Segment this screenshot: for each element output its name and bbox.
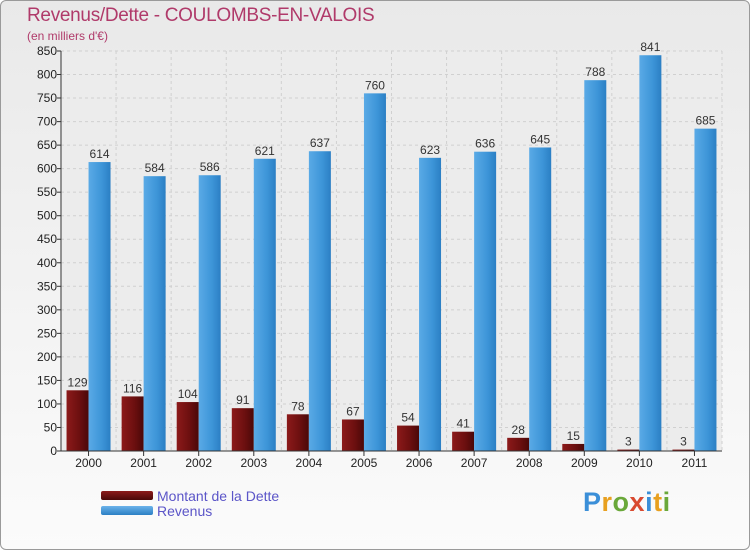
data-label-revenus-2008: 645 [530, 132, 550, 146]
data-label-revenus-2001: 584 [145, 161, 165, 175]
bar-revenus-2011 [694, 128, 717, 451]
y-tick-label: 300 [37, 303, 57, 317]
data-label-revenus-2002: 586 [200, 160, 220, 174]
x-tick-label: 2004 [296, 456, 323, 470]
y-tick-label: 600 [37, 162, 57, 176]
y-tick-label: 650 [37, 138, 57, 152]
logo-letter: r [601, 487, 613, 517]
data-label-revenus-2009: 788 [585, 65, 605, 79]
y-tick-label: 100 [37, 397, 57, 411]
y-tick-label: 750 [37, 91, 57, 105]
proxiti-logo: Proxiti [583, 487, 671, 518]
x-tick-label: 2008 [516, 456, 543, 470]
logo-letter: i [662, 487, 671, 517]
legend-label-revenus: Revenus [157, 502, 213, 519]
x-tick-label: 2003 [240, 456, 267, 470]
bar-debt-2007 [452, 431, 475, 451]
bar-debt-2003 [231, 408, 254, 451]
legend-label-debt: Montant de la Dette [157, 487, 280, 504]
data-label-revenus-2000: 614 [90, 147, 110, 161]
y-tick-label: 200 [37, 350, 57, 364]
bar-debt-2002 [176, 402, 199, 451]
logo-letter: P [583, 487, 602, 517]
y-tick-label: 400 [37, 256, 57, 270]
y-tick-label: 350 [37, 279, 57, 293]
logo-letter: i [645, 487, 654, 517]
bar-revenus-2006 [419, 157, 442, 451]
data-label-debt-2006: 54 [401, 411, 415, 425]
data-label-debt-2011: 3 [680, 435, 687, 449]
bar-revenus-2005 [363, 93, 386, 452]
x-tick-label: 2001 [130, 456, 157, 470]
y-tick-label: 500 [37, 209, 57, 223]
y-tick-label: 700 [37, 115, 57, 129]
x-tick-label: 2009 [571, 456, 598, 470]
data-label-revenus-2006: 623 [420, 143, 440, 157]
logo-letter: x [629, 487, 646, 517]
legend: Montant de la Dette Revenus [101, 487, 280, 519]
bar-debt-2005 [341, 419, 364, 451]
data-label-revenus-2011: 685 [695, 114, 715, 128]
bar-revenus-2004 [308, 151, 331, 451]
chart-subtitle: (en milliers d'€) [27, 29, 108, 43]
bar-revenus-2003 [253, 158, 276, 451]
legend-swatch-revenus [101, 506, 153, 515]
x-tick-label: 2010 [626, 456, 653, 470]
data-label-debt-2007: 41 [456, 417, 470, 431]
data-label-debt-2010: 3 [625, 435, 632, 449]
logo-letter: t [653, 487, 663, 517]
legend-item-revenus: Revenus [101, 502, 279, 519]
bar-revenus-2007 [474, 151, 497, 452]
y-tick-label: 850 [37, 44, 57, 58]
bar-debt-2008 [507, 437, 530, 451]
data-label-debt-2005: 67 [346, 404, 360, 418]
data-label-debt-2002: 104 [178, 387, 198, 401]
bar-debt-2011 [672, 449, 695, 451]
y-tick-label: 250 [37, 326, 57, 340]
bar-revenus-2000 [88, 162, 111, 451]
bar-debt-2009 [562, 443, 585, 451]
bar-debt-2006 [397, 425, 420, 451]
chart-title: Revenus/Dette - COULOMBS-EN-VALOIS [27, 5, 375, 26]
data-label-revenus-2007: 636 [475, 137, 495, 151]
data-label-revenus-2003: 621 [255, 144, 275, 158]
y-tick-label: 800 [37, 68, 57, 82]
data-label-debt-2000: 129 [68, 375, 88, 389]
y-tick-label: 550 [37, 185, 57, 199]
data-label-debt-2004: 78 [291, 399, 305, 413]
y-tick-label: 150 [37, 373, 57, 387]
bar-debt-2010 [617, 449, 640, 451]
y-tick-label: 50 [44, 420, 58, 434]
bar-revenus-2009 [584, 80, 607, 452]
data-label-revenus-2004: 637 [310, 136, 330, 150]
data-label-revenus-2005: 760 [365, 78, 385, 92]
legend-swatch-debt [101, 491, 153, 500]
bar-debt-2004 [286, 414, 309, 451]
bar-revenus-2008 [529, 147, 552, 451]
x-tick-label: 2007 [461, 456, 488, 470]
legend-item-debt: Montant de la Dette [101, 487, 280, 504]
x-tick-label: 2005 [351, 456, 378, 470]
bar-debt-2000 [66, 390, 89, 451]
x-tick-label: 2011 [682, 456, 708, 470]
x-tick-label: 2002 [185, 456, 212, 470]
y-tick-label: 450 [37, 232, 57, 246]
data-label-debt-2008: 28 [512, 423, 526, 437]
data-label-debt-2009: 15 [567, 429, 581, 443]
data-label-revenus-2010: 841 [640, 40, 660, 54]
data-label-debt-2001: 116 [123, 381, 142, 395]
x-tick-label: 2000 [75, 456, 102, 470]
logo-letter: o [612, 487, 630, 517]
bar-debt-2001 [121, 396, 144, 451]
bar-revenus-2002 [198, 175, 221, 451]
bar-revenus-2010 [639, 55, 662, 452]
data-label-debt-2003: 91 [236, 393, 250, 407]
x-tick-label: 2006 [406, 456, 433, 470]
bar-revenus-2001 [143, 176, 166, 452]
y-tick-label: 0 [50, 444, 57, 458]
